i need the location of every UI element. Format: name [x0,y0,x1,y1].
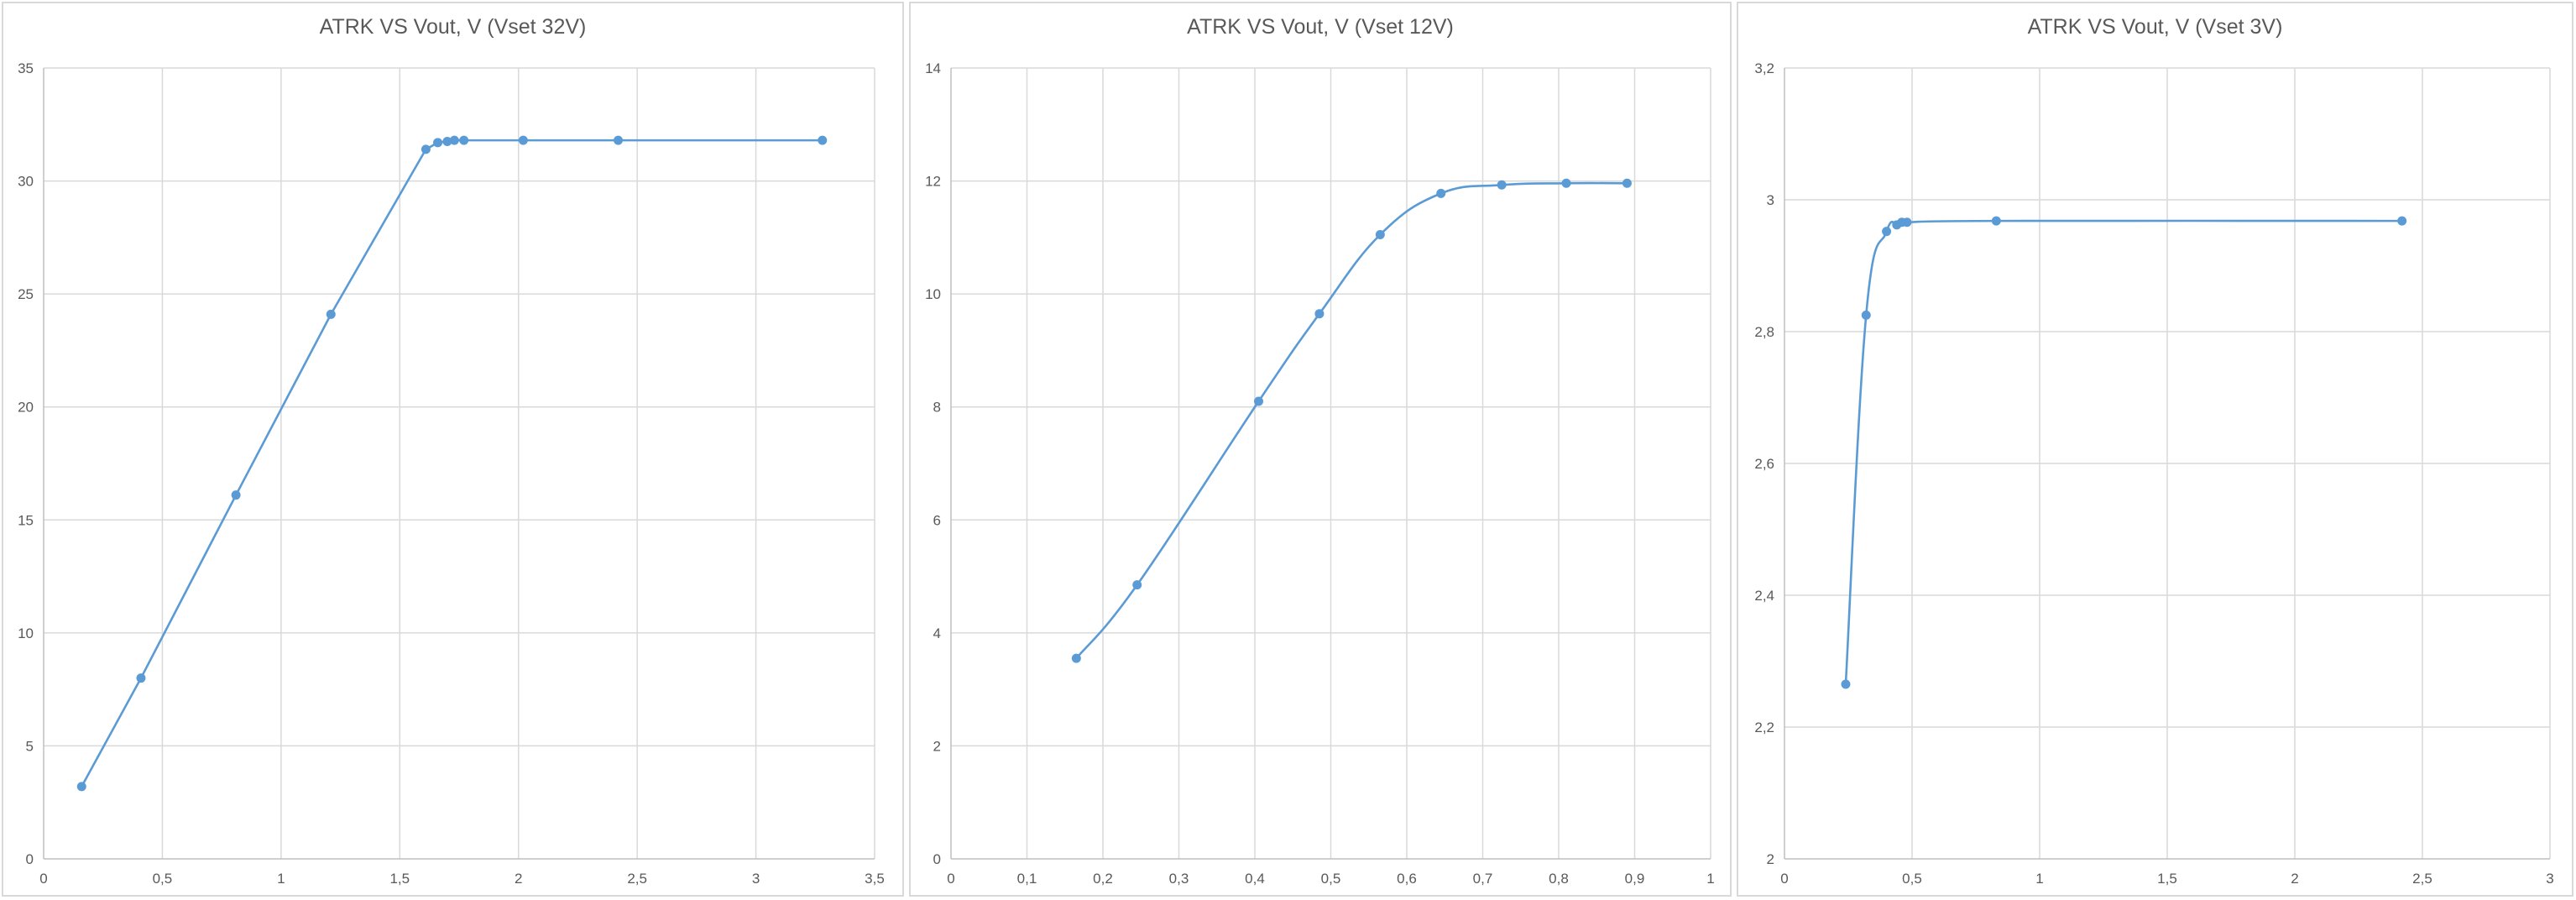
y-tick-label: 5 [26,738,34,754]
series-line [1844,219,2403,686]
y-tick-label: 2 [933,738,941,754]
y-tick-label: 0 [26,851,34,867]
x-tick-label: 2 [2291,871,2298,887]
data-point-marker [1436,188,1446,198]
x-tick-label: 0,5 [153,871,173,887]
x-tick-label: 0 [1780,871,1788,887]
data-point-marker [231,490,241,500]
data-point-marker [518,135,528,145]
data-point-marker [442,136,452,146]
data-point-marker [1071,653,1081,663]
data-point-marker [459,135,469,145]
x-tick-label: 0 [39,871,47,887]
data-point-marker [136,673,146,683]
x-tick-label: 1 [1706,871,1714,887]
data-point-marker [1991,216,2001,226]
x-tick-label: 2 [515,871,522,887]
data-point-marker [433,138,443,148]
x-tick-label: 3,5 [865,871,885,887]
data-point-marker [1902,217,1912,228]
data-point-marker [818,135,828,145]
chart-svg-vset-12v: ATRK VS Vout, V (Vset 12V) 0 2 4 6 8 10 12 14 0 0,… [925,15,1715,887]
chart-title: ATRK VS Vout, V (Vset 12V) [1187,15,1454,39]
data-point-marker [2397,216,2407,226]
chart-panel-vset-12v: ATRK VS Vout, V (Vset 12V) 0 2 4 6 8 10 12 14 0 0,… [909,2,1732,897]
data-point-marker [1861,310,1871,320]
data-point-marker [1497,180,1507,190]
y-tick-label: 35 [18,60,34,76]
chart-svg-vset-3v: ATRK VS Vout, V (Vset 3V) 2 2,2 2,4 2,6 2,8 3 3… [1754,15,2553,887]
y-tick-label: 10 [18,625,34,641]
data-point-marker [1882,227,1892,237]
y-tick-label: 2 [1767,851,1774,867]
y-tick-label: 6 [933,512,941,528]
y-tick-label: 0 [933,851,941,867]
y-tick-label: 12 [925,174,941,190]
x-tick-label: 0,6 [1397,871,1417,887]
x-tick-label: 0,8 [1549,871,1569,887]
x-tick-label: 0,5 [1321,871,1341,887]
y-tick-label: 8 [933,400,941,416]
x-tick-label: 1 [2035,871,2043,887]
data-point-marker [1561,178,1571,188]
y-tick-label: 20 [18,400,34,416]
data-point-marker [1314,309,1325,319]
x-tick-label: 0,1 [1017,871,1037,887]
data-point-marker [1841,679,1851,689]
chart-title: ATRK VS Vout, V (Vset 3V) [2028,15,2283,39]
x-tick-label: 3 [752,871,760,887]
y-tick-label: 14 [925,60,941,76]
x-tick-label: 1,5 [2157,871,2177,887]
y-tick-label: 2,2 [1754,719,1774,735]
chart-panel-vset-32v: ATRK VS Vout, V (Vset 32V) 0 5 10 15 20 25 30 35… [2,2,904,897]
x-tick-label: 0,9 [1625,871,1645,887]
x-tick-label: 1 [277,871,285,887]
chart-svg-vset-32v: ATRK VS Vout, V (Vset 32V)05101520253035… [18,15,885,887]
y-tick-label: 30 [18,174,34,190]
x-tick-label: 3 [2546,871,2553,887]
x-tick-label: 0,5 [1902,871,1922,887]
data-point-marker [1375,229,1385,239]
data-point-marker [1132,580,1142,590]
y-tick-label: 25 [18,286,34,302]
y-tick-label: 4 [933,625,941,641]
data-point-marker [1622,178,1632,188]
series-line [80,139,824,788]
x-tick-label: 0,4 [1245,871,1265,887]
x-tick-label: 0,3 [1169,871,1189,887]
y-tick-label: 3 [1767,192,1774,208]
data-point-marker [449,135,459,145]
data-point-marker [76,782,86,792]
y-tick-label: 15 [18,512,34,528]
y-tick-label: 2,4 [1754,588,1774,604]
data-point-marker [1254,396,1264,406]
y-tick-label: 2,8 [1754,324,1774,340]
data-point-marker [614,135,624,145]
data-point-marker [326,309,336,319]
y-tick-label: 3,2 [1754,60,1774,76]
x-tick-label: 2,5 [2412,871,2432,887]
x-tick-label: 0,7 [1473,871,1493,887]
series-line [1075,181,1628,660]
y-tick-label: 2,6 [1754,456,1774,472]
y-tick-label: 10 [925,286,941,302]
x-tick-label: 1,5 [389,871,410,887]
chart-title: ATRK VS Vout, V (Vset 32V) [320,15,587,39]
x-tick-label: 2,5 [627,871,647,887]
x-tick-label: 0,2 [1093,871,1113,887]
data-point-marker [421,144,431,154]
chart-panel-vset-3v: ATRK VS Vout, V (Vset 3V) 2 2,2 2,4 2,6 2,8 3 3… [1737,2,2573,897]
x-tick-label: 0 [947,871,954,887]
